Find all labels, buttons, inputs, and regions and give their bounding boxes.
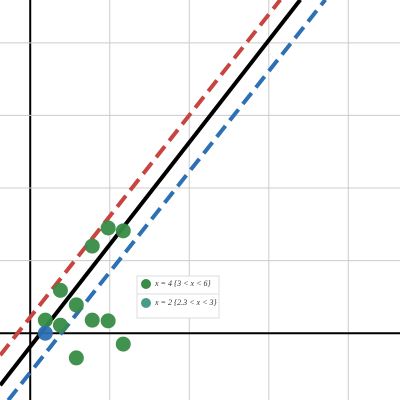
point (115, 223, 131, 239)
point (68, 350, 84, 366)
point (84, 312, 100, 328)
line (0, 0, 282, 357)
legend-label: x = 2 {2.3 < x < 3} (154, 298, 217, 307)
point (68, 297, 84, 313)
line (6, 0, 327, 400)
point (52, 317, 68, 333)
point (37, 312, 53, 328)
legend-label: x = 4 {3 < x < 6} (154, 279, 211, 288)
point (100, 220, 116, 236)
point (84, 238, 100, 254)
point (52, 282, 68, 298)
point (37, 325, 53, 341)
legend-icon (141, 279, 151, 289)
point (115, 336, 131, 352)
point (100, 313, 116, 329)
legend-icon (141, 298, 151, 308)
legend: x = 4 {3 < x < 6} x = 2 {2.3 < x < 3} (136, 275, 220, 319)
